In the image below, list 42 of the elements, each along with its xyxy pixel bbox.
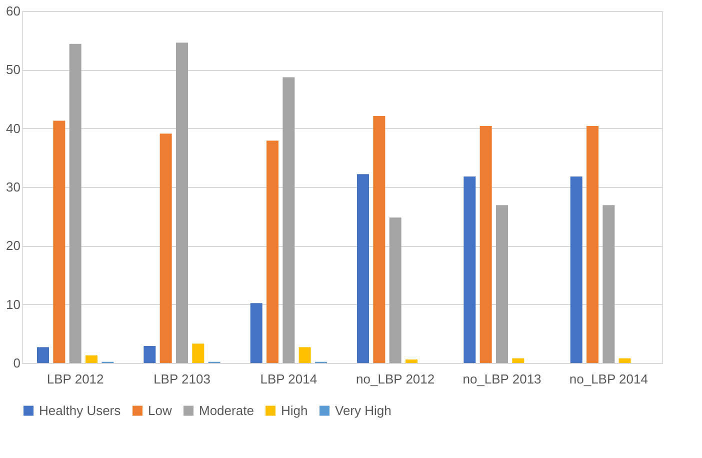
bar — [512, 358, 524, 363]
x-tick-label: LBP 2012 — [46, 372, 104, 386]
bar — [250, 303, 262, 363]
bar — [36, 347, 49, 363]
bar — [373, 116, 386, 363]
legend-label: Low — [148, 402, 172, 418]
bar — [586, 126, 598, 363]
bar — [53, 120, 66, 363]
bar — [602, 205, 615, 363]
bar — [464, 176, 476, 363]
y-tick-label: 40 — [6, 120, 20, 136]
bar — [86, 355, 98, 363]
legend-label: High — [281, 402, 308, 418]
bar — [496, 205, 508, 363]
bar — [480, 126, 492, 363]
x-tick-label: no_LBP 2013 — [462, 372, 542, 386]
legend-label: Very High — [335, 402, 392, 418]
x-tick-label: no_LBP 2014 — [569, 372, 648, 386]
y-tick-label: 50 — [6, 62, 20, 78]
bar — [389, 218, 402, 363]
y-tick-label: 20 — [6, 238, 20, 254]
legend-label: Moderate — [199, 402, 254, 418]
bar — [570, 176, 582, 363]
x-tick-label: LBP 2103 — [154, 372, 210, 386]
y-tick-label: 60 — [6, 4, 20, 18]
y-tick-label: 0 — [13, 356, 20, 370]
bar — [282, 77, 295, 363]
bar — [144, 346, 156, 363]
bar — [356, 174, 369, 363]
y-tick-label: 10 — [6, 296, 20, 312]
x-tick-label: LBP 2014 — [260, 372, 318, 386]
x-tick-label: no_LBP 2012 — [356, 372, 435, 386]
bar — [618, 358, 631, 363]
bar — [266, 140, 278, 363]
y-tick-label: 30 — [6, 180, 20, 194]
bar — [176, 42, 188, 363]
legend-label: Healthy Users — [39, 402, 122, 418]
bar — [406, 359, 418, 363]
bar — [192, 344, 204, 363]
bar — [69, 44, 82, 363]
bar — [160, 134, 172, 363]
bar — [298, 347, 311, 363]
